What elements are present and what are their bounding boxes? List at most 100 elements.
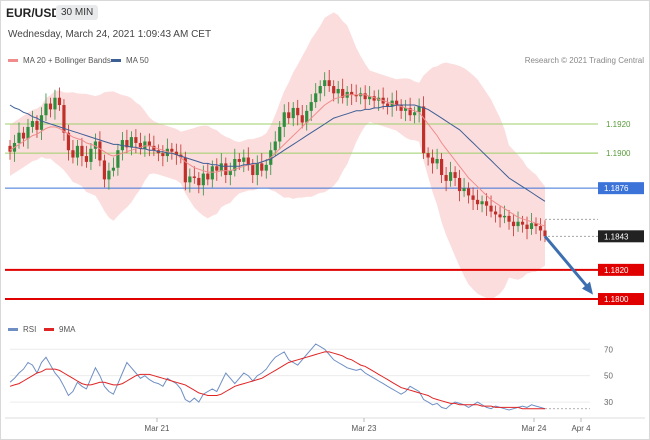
candle-body: [246, 157, 250, 165]
candle-body: [475, 199, 480, 205]
candle-body: [341, 88, 345, 98]
candle-body: [453, 172, 457, 178]
candle-body: [102, 160, 107, 180]
candle-body: [192, 176, 196, 178]
candle-body: [354, 94, 358, 97]
candle-body: [395, 100, 399, 106]
candle-body: [273, 141, 277, 151]
candle-body: [471, 195, 475, 200]
candle-body: [107, 170, 111, 180]
credit-label: Research © 2021 Trading Central: [524, 56, 644, 65]
rsi-9ma-line: [9, 351, 545, 410]
candle-body: [431, 157, 435, 164]
candle-body: [161, 153, 165, 157]
candle-body: [422, 106, 426, 154]
candle-body: [309, 102, 313, 111]
candle-body: [386, 103, 390, 107]
candle-body: [66, 132, 71, 151]
x-tick-label: Apr 4: [571, 424, 591, 433]
candle-body: [287, 112, 291, 119]
rsi-tick-label: 50: [604, 372, 613, 381]
candle-body: [444, 175, 448, 181]
candle-body: [543, 230, 547, 237]
level-label-1.1820: 1.1820: [604, 266, 629, 275]
candle-body: [210, 166, 214, 180]
candle-body: [435, 158, 439, 164]
legend-rsi: RSI: [8, 325, 36, 334]
legend-ma9-label: 9MA: [59, 325, 76, 334]
ma50-swatch: [111, 59, 121, 62]
candle-body: [62, 105, 66, 133]
candle-body: [260, 163, 264, 171]
legend-ma9: 9MA: [44, 325, 75, 334]
candle-body: [413, 112, 417, 116]
candle-body: [336, 88, 340, 94]
candle-body: [327, 80, 331, 87]
candle-body: [489, 205, 493, 212]
candle-body: [399, 105, 403, 111]
candle-body: [264, 164, 268, 171]
candle-body: [152, 145, 156, 151]
candle-body: [448, 172, 453, 181]
timeframe-badge[interactable]: 30 MIN: [56, 5, 99, 20]
candle-body: [457, 177, 462, 192]
forecast-arrow-head: [582, 281, 593, 295]
candle-body: [143, 141, 147, 149]
candle-body: [278, 126, 282, 142]
candle-body: [89, 148, 93, 162]
candle-body: [417, 106, 421, 113]
candle-body: [197, 177, 201, 186]
candle-body: [484, 201, 489, 206]
candle-body: [125, 140, 129, 148]
candle-body: [516, 221, 520, 227]
bollinger-band: [10, 12, 545, 301]
candle-body: [520, 221, 525, 225]
ma20-line: [9, 94, 546, 227]
candle-body: [305, 110, 309, 123]
candle-body: [525, 224, 529, 230]
rsi-swatch: [8, 328, 18, 331]
forecast-arrow-shaft: [543, 235, 591, 290]
candle-body: [529, 223, 534, 230]
candle-body: [255, 163, 259, 176]
candle-body: [71, 150, 75, 158]
candle-body: [80, 145, 84, 157]
candle-body: [372, 96, 376, 101]
level-label-1.1800: 1.1800: [604, 295, 629, 304]
candle-body: [219, 163, 223, 171]
candle-body: [511, 221, 516, 227]
candle-body: [8, 145, 12, 152]
candle-body: [318, 86, 322, 94]
candle-body: [111, 167, 116, 171]
candle-body: [129, 137, 133, 148]
candle-body: [174, 151, 178, 155]
candle-body: [35, 121, 39, 130]
x-tick-label: Mar 21: [145, 424, 170, 433]
candle-body: [147, 141, 151, 146]
candle-body: [57, 97, 62, 106]
level-label-1.1843: 1.1843: [604, 232, 629, 241]
candle-body: [120, 140, 124, 151]
level-tag-1.1820: [598, 263, 644, 276]
candle-body: [282, 112, 286, 127]
candle-body: [296, 107, 300, 116]
candle-body: [462, 188, 466, 192]
candle-body: [534, 223, 538, 227]
candle-body: [466, 188, 471, 196]
candle-body: [323, 80, 327, 87]
level-tag-1.1876: [598, 182, 644, 195]
candle-body: [233, 158, 237, 171]
candle-body: [314, 93, 318, 103]
candle-body: [44, 103, 48, 116]
candle-body: [251, 164, 255, 176]
symbol-label: EUR/USD: [6, 6, 61, 20]
level-tag-1.1843: [598, 230, 644, 243]
legend-rsi-label: RSI: [23, 325, 37, 334]
candle-body: [439, 158, 444, 176]
candle-body: [48, 103, 53, 110]
x-tick-label: Mar 23: [352, 424, 377, 433]
candle-body: [201, 173, 205, 186]
level-label-1.1900: 1.1900: [606, 149, 631, 158]
candle-body: [17, 132, 21, 143]
